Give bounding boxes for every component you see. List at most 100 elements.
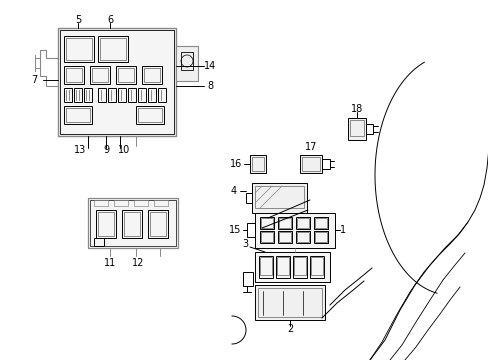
Bar <box>64 106 92 124</box>
Bar <box>92 68 108 82</box>
Bar <box>100 38 126 60</box>
Bar <box>261 218 272 228</box>
Bar <box>260 231 273 243</box>
Bar <box>118 88 126 102</box>
Bar <box>58 28 176 136</box>
Bar <box>278 217 291 229</box>
Text: 18: 18 <box>350 104 363 114</box>
Bar <box>138 108 162 122</box>
Bar <box>122 210 142 238</box>
Bar <box>246 223 254 237</box>
Bar <box>136 106 163 124</box>
Bar <box>254 186 304 208</box>
Bar <box>94 200 108 206</box>
Bar <box>96 210 116 238</box>
Bar <box>279 232 290 242</box>
Bar <box>94 238 104 246</box>
Bar <box>310 257 323 275</box>
Bar <box>116 66 136 84</box>
Bar <box>90 66 110 84</box>
Bar <box>143 68 160 82</box>
Text: 16: 16 <box>229 159 242 169</box>
Text: 5: 5 <box>75 15 81 25</box>
Bar <box>245 193 251 203</box>
Bar <box>292 256 306 278</box>
Text: 7: 7 <box>31 75 37 85</box>
Bar <box>148 210 168 238</box>
Text: 11: 11 <box>103 258 116 268</box>
Bar <box>254 213 334 248</box>
Bar <box>108 88 116 102</box>
Text: 3: 3 <box>242 239 247 249</box>
Bar <box>279 218 290 228</box>
Bar <box>309 256 324 278</box>
Bar <box>150 212 165 236</box>
Bar <box>98 36 128 62</box>
Bar <box>64 36 94 62</box>
Bar <box>60 30 174 134</box>
Bar <box>295 217 309 229</box>
Bar <box>243 272 252 286</box>
Bar <box>158 88 165 102</box>
Text: 15: 15 <box>228 225 241 235</box>
Bar <box>66 108 90 122</box>
Bar <box>176 46 198 81</box>
Bar <box>98 212 114 236</box>
Bar <box>154 200 168 206</box>
Bar <box>293 257 305 275</box>
Bar <box>66 38 92 60</box>
Bar <box>295 231 309 243</box>
Text: 1: 1 <box>339 225 346 235</box>
Bar <box>302 157 319 171</box>
Bar <box>64 66 84 84</box>
Text: 10: 10 <box>118 145 130 155</box>
Bar <box>90 200 176 246</box>
Bar <box>84 88 92 102</box>
Bar <box>66 68 82 82</box>
Bar <box>134 200 148 206</box>
Text: 13: 13 <box>74 145 86 155</box>
Bar <box>275 256 289 278</box>
Bar <box>64 88 72 102</box>
Bar <box>98 88 106 102</box>
Text: 12: 12 <box>132 258 144 268</box>
Text: 4: 4 <box>230 186 237 196</box>
Bar <box>258 288 321 317</box>
Bar <box>349 120 363 136</box>
Bar <box>278 231 291 243</box>
Bar <box>249 155 265 173</box>
Bar <box>299 155 321 173</box>
Bar <box>124 212 140 236</box>
Text: 17: 17 <box>304 142 317 152</box>
Bar <box>276 257 288 275</box>
Bar <box>296 218 308 228</box>
Bar <box>260 257 271 275</box>
Bar <box>251 183 306 213</box>
Bar <box>128 88 136 102</box>
Bar <box>181 52 193 70</box>
Bar <box>314 232 326 242</box>
Bar <box>251 157 264 171</box>
Text: 6: 6 <box>107 15 113 25</box>
Bar <box>148 88 156 102</box>
Text: 14: 14 <box>203 61 216 71</box>
Text: 9: 9 <box>103 145 109 155</box>
Bar <box>88 198 178 248</box>
Bar <box>347 118 365 140</box>
Bar <box>259 256 272 278</box>
Bar <box>114 200 128 206</box>
Bar <box>118 68 134 82</box>
Bar <box>261 232 272 242</box>
Bar <box>254 285 325 320</box>
Bar <box>138 88 146 102</box>
Text: 2: 2 <box>286 324 292 334</box>
Bar <box>254 252 329 282</box>
Bar <box>74 88 82 102</box>
Bar <box>142 66 162 84</box>
Bar <box>313 231 327 243</box>
Text: 8: 8 <box>206 81 213 91</box>
Bar <box>321 159 329 169</box>
Bar <box>314 218 326 228</box>
Bar <box>260 217 273 229</box>
Bar <box>365 124 372 134</box>
